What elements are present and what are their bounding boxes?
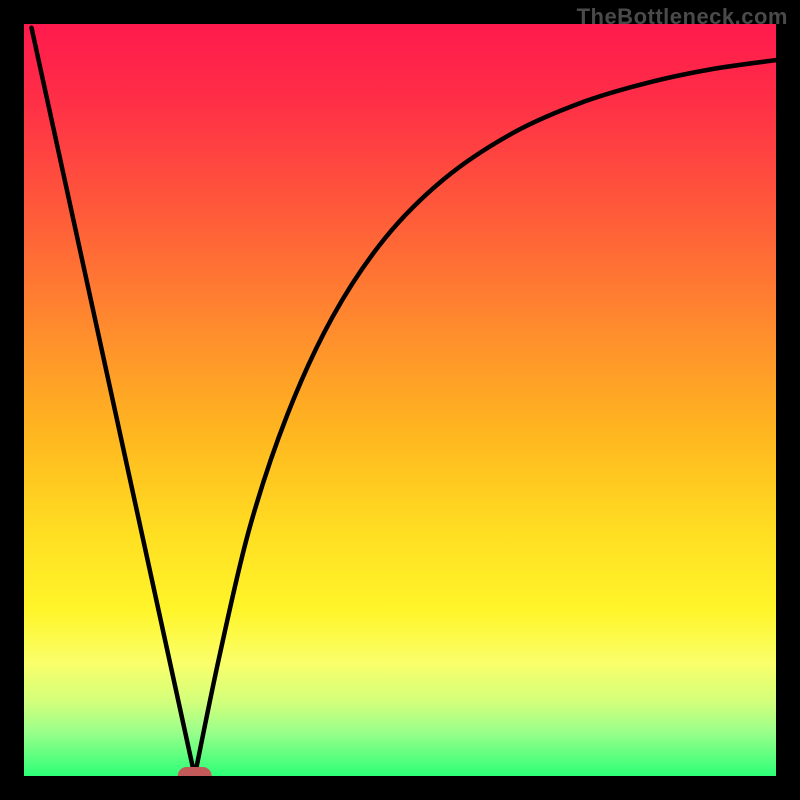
plot-area [24,24,776,785]
heat-gradient-background [24,24,776,776]
attribution-label: TheBottleneck.com [577,4,788,30]
bottleneck-chart [0,0,800,800]
chart-stage: TheBottleneck.com [0,0,800,800]
